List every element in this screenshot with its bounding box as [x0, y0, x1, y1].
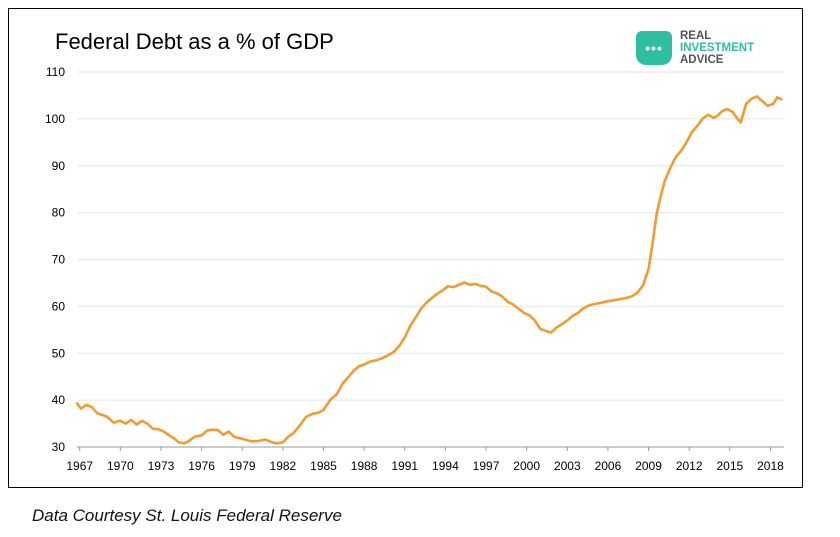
x-tick-label: 2003: [554, 459, 581, 473]
x-tick-label: 1982: [270, 459, 297, 473]
y-tick-label: 90: [52, 159, 66, 173]
speech-bubble-dots-icon: •••: [636, 31, 672, 65]
logo-text-line2: INVESTMENT: [680, 42, 755, 54]
chart-frame: 30 40 50 60 70 80 90 100 110 1967 1970 1973 1976 197…: [8, 8, 803, 488]
x-tick-label: 2012: [676, 459, 703, 473]
series-line-federal-debt: [75, 95, 783, 445]
y-tick-label: 100: [45, 112, 65, 126]
y-tick-label: 40: [52, 393, 66, 407]
logo-text-line3: ADVICE: [680, 54, 724, 66]
data-source-caption: Data Courtesy St. Louis Federal Reserve: [32, 506, 342, 525]
y-tick-label: 60: [52, 299, 66, 313]
x-tick-label: 2018: [757, 459, 784, 473]
y-tick-label: 70: [52, 253, 66, 267]
x-tick-label: 1967: [66, 459, 93, 473]
y-tick-label: 30: [52, 440, 66, 454]
x-tick-label: 2015: [716, 459, 743, 473]
logo-text-line1: REAL: [680, 30, 712, 42]
y-tick-label: 110: [46, 65, 65, 79]
chart-plot: 30 40 50 60 70 80 90 100 110 1967 1970 1973 1976 197…: [45, 65, 784, 473]
x-tick-label: 1994: [432, 459, 459, 473]
x-tick-label: 1979: [229, 459, 256, 473]
brand-logo: ••• REAL INVESTMENT ADVICE: [636, 25, 786, 69]
x-tick-label: 2006: [595, 459, 622, 473]
x-tick-label: 1991: [391, 459, 418, 473]
x-tick-label: 1970: [107, 459, 134, 473]
x-tick-label: 1976: [188, 459, 215, 473]
chart-title: Federal Debt as a % of GDP: [55, 29, 334, 54]
y-tick-label: 50: [52, 346, 66, 360]
y-tick-label: 80: [52, 206, 66, 220]
x-tick-label: 1997: [473, 459, 500, 473]
x-tick-label: 1985: [310, 459, 337, 473]
x-tick-label: 1988: [351, 459, 378, 473]
x-tick-label: 1973: [148, 459, 175, 473]
x-tick-label: 2000: [513, 459, 540, 473]
x-tick-label: 2009: [635, 459, 662, 473]
